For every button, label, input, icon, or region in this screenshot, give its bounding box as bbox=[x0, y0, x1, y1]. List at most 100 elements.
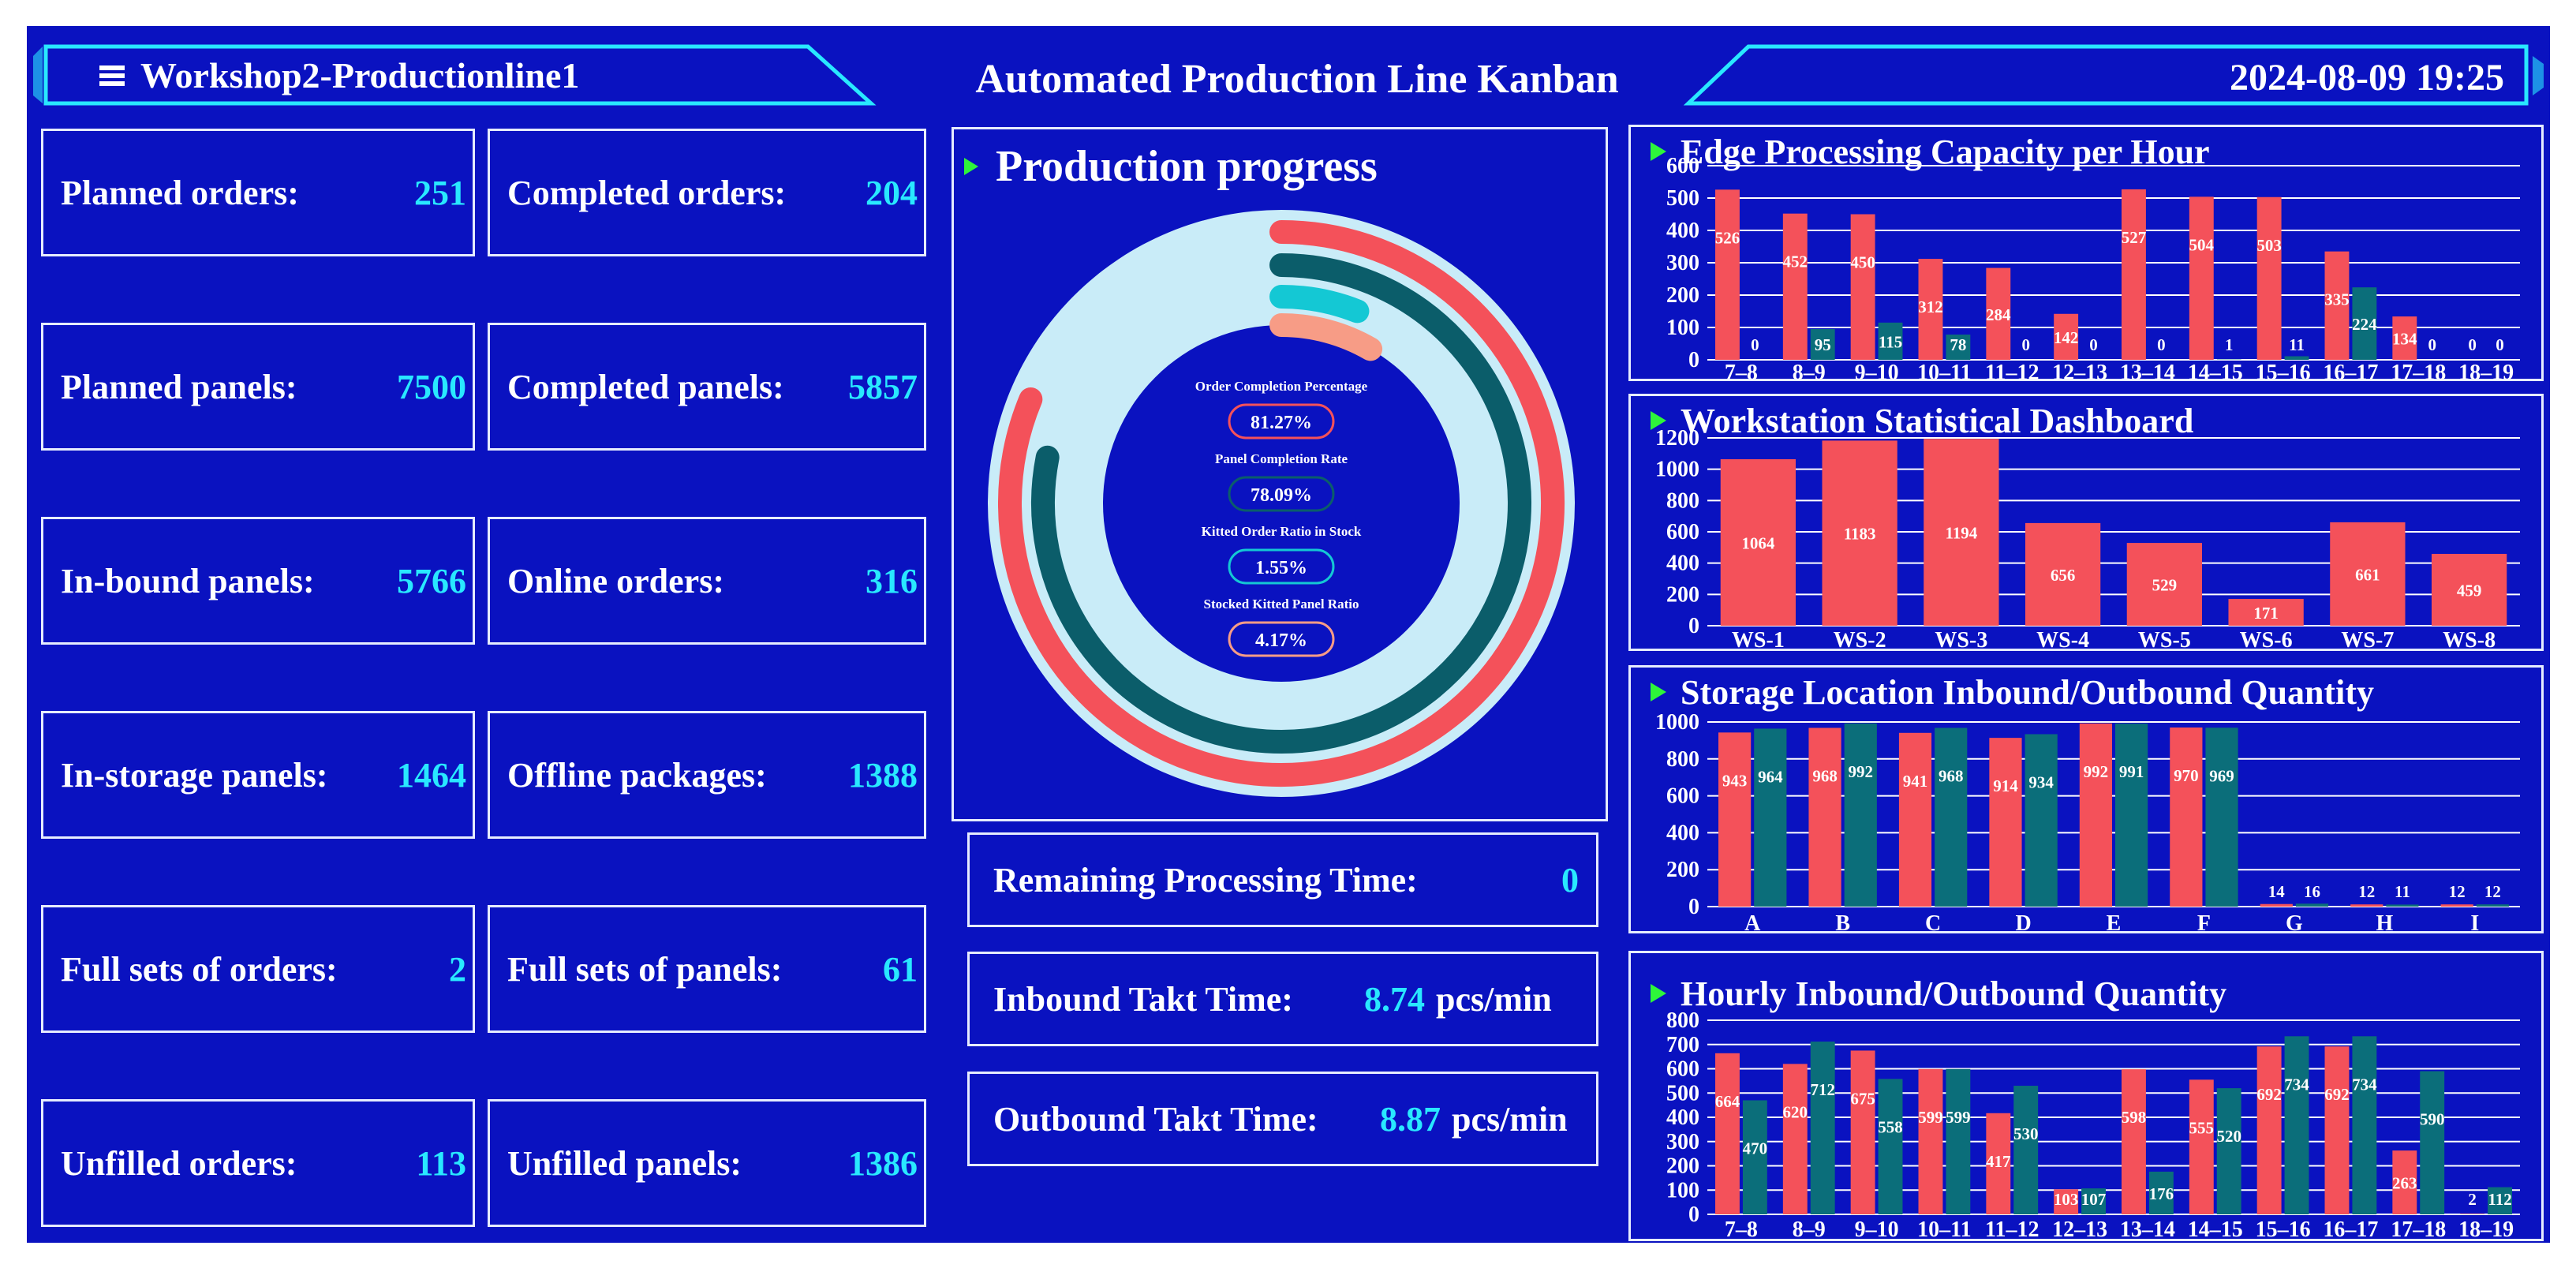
y-tick-label: 500 bbox=[1666, 186, 1699, 211]
inbound-takt-value: 8.74 bbox=[1364, 979, 1425, 1019]
stat-value: 251 bbox=[414, 173, 466, 212]
ring-label: Kitted Order Ratio in Stock bbox=[1202, 524, 1362, 539]
stat-label: Unfilled orders: bbox=[61, 1143, 297, 1183]
bar-value-label: 1183 bbox=[1844, 525, 1876, 544]
progress-donut: Order Completion Percentage 81.27% Panel C… bbox=[988, 210, 1575, 797]
bar-outbound-3 bbox=[1946, 1068, 1971, 1214]
bar-value-label: 470 bbox=[1743, 1139, 1768, 1158]
x-tick-label: 11–12 bbox=[1985, 1218, 2039, 1241]
bar-inbound-5 bbox=[2054, 1189, 2079, 1214]
bar-value-label: 112 bbox=[2488, 1190, 2511, 1209]
bar-value-label: 450 bbox=[1850, 253, 1875, 272]
kanban-board: Workshop2-Productionline1 Automated Prod… bbox=[27, 26, 2550, 1243]
hamburger-icon[interactable] bbox=[99, 62, 125, 89]
x-tick-label: WS-6 bbox=[2240, 628, 2293, 651]
bar-value-label: 12 bbox=[2358, 882, 2375, 901]
outbound-takt-box: Outbound Takt Time: 8.87 pcs/min bbox=[967, 1072, 1598, 1166]
ring-value: 1.55% bbox=[1255, 558, 1307, 578]
x-tick-label: E bbox=[2107, 911, 2122, 933]
y-tick-label: 0 bbox=[1688, 1203, 1699, 1227]
x-tick-label: WS-4 bbox=[2036, 628, 2089, 651]
ring-value: 4.17% bbox=[1255, 630, 1307, 651]
bar-value-label: 503 bbox=[2256, 236, 2282, 255]
stat-value: 1386 bbox=[848, 1143, 918, 1183]
y-tick-label: 800 bbox=[1666, 488, 1699, 513]
bar-inbound-7 bbox=[2189, 1079, 2214, 1214]
chart-panel-storage bbox=[1628, 665, 2544, 933]
stat-value: 5766 bbox=[397, 561, 466, 600]
bar-value-label: 1194 bbox=[1945, 524, 1977, 543]
bar-inbound-5 bbox=[2170, 728, 2203, 907]
y-tick-label: 100 bbox=[1666, 1178, 1699, 1203]
outbound-takt-value: 8.87 bbox=[1380, 1099, 1441, 1139]
bar-series-a-10 bbox=[2392, 316, 2417, 360]
stat-card-unfilled-orders: Unfilled orders: 113 bbox=[41, 1099, 475, 1227]
bar-value-label: 599 bbox=[1918, 1108, 1943, 1127]
bar-inbound-2 bbox=[1898, 732, 1932, 907]
bar-value-label: 11 bbox=[2395, 882, 2410, 901]
bar-inbound-0 bbox=[1715, 1053, 1740, 1214]
bar-value-label: 527 bbox=[2122, 228, 2147, 247]
x-tick-label: 14–15 bbox=[2188, 1218, 2243, 1241]
bar-value-label: 103 bbox=[2054, 1190, 2079, 1209]
bar-value-label: 11 bbox=[2289, 335, 2305, 354]
bar-workstation-0 bbox=[1720, 458, 1796, 626]
x-tick-label: WS-5 bbox=[2138, 628, 2191, 651]
x-tick-label: H bbox=[2376, 911, 2393, 933]
stat-card-planned-panels: Planned panels: 7500 bbox=[41, 323, 475, 451]
bar-outbound-5 bbox=[2205, 728, 2238, 907]
bar-value-label: 661 bbox=[2355, 565, 2380, 584]
x-tick-label: 14–15 bbox=[2188, 361, 2243, 381]
bar-series-a-6 bbox=[2122, 189, 2146, 360]
bar-series-b-8 bbox=[2284, 356, 2309, 360]
bar-value-label: 675 bbox=[1850, 1089, 1875, 1108]
y-tick-label: 100 bbox=[1666, 316, 1699, 340]
ring-value: 78.09% bbox=[1251, 485, 1312, 506]
bar-value-label: 558 bbox=[1878, 1117, 1903, 1136]
x-tick-label: B bbox=[1835, 911, 1850, 933]
page-title: Automated Production Line Kanban bbox=[975, 57, 1619, 102]
x-tick-label: I bbox=[2470, 911, 2479, 933]
stat-label: Planned orders: bbox=[61, 173, 299, 212]
bar-series-a-5 bbox=[2054, 313, 2079, 360]
bar-value-label: 991 bbox=[2119, 762, 2144, 781]
chart-hourly: Hourly Inbound/Outbound Quantity 01002003… bbox=[1651, 974, 2520, 1241]
bar-inbound-3 bbox=[1918, 1068, 1943, 1214]
bar-outbound-0 bbox=[1754, 728, 1787, 907]
bar-value-label: 284 bbox=[1986, 305, 2011, 324]
chart-title: Edge Processing Capacity per Hour bbox=[1681, 133, 2210, 171]
inbound-takt-label: Inbound Takt Time: bbox=[993, 979, 1293, 1019]
triangle-icon bbox=[1651, 411, 1666, 430]
progress-ring-stocked-kitted-panel-ratio bbox=[1269, 313, 1383, 361]
bar-outbound-4 bbox=[2013, 1086, 2039, 1214]
bar-inbound-6 bbox=[2122, 1069, 2146, 1214]
ring-value-pill bbox=[1228, 548, 1335, 585]
stat-label: Completed panels: bbox=[507, 367, 784, 406]
y-tick-label: 600 bbox=[1666, 784, 1699, 809]
stat-card-online-orders: Online orders: 316 bbox=[488, 517, 926, 645]
bar-inbound-8 bbox=[2256, 1046, 2282, 1214]
x-tick-label: 11–12 bbox=[1985, 361, 2039, 381]
stat-card-completed-panels: Completed panels: 5857 bbox=[488, 323, 926, 451]
bar-value-label: 526 bbox=[1715, 228, 1740, 247]
bar-outbound-9 bbox=[2352, 1036, 2377, 1214]
stat-card-in-bound-panels: In-bound panels: 5766 bbox=[41, 517, 475, 645]
stat-card-completed-orders: Completed orders: 204 bbox=[488, 129, 926, 256]
x-tick-label: 15–16 bbox=[2256, 361, 2311, 381]
bar-workstation-7 bbox=[2431, 553, 2507, 626]
line-name-header[interactable]: Workshop2-Productionline1 bbox=[99, 54, 579, 96]
bar-value-label: 969 bbox=[2209, 766, 2234, 785]
bar-inbound-10 bbox=[2392, 1150, 2417, 1214]
chart-panel-edge bbox=[1628, 125, 2544, 381]
progress-ring-order-completion-percentage bbox=[998, 220, 1565, 787]
bar-series-a-8 bbox=[2256, 196, 2282, 360]
x-tick-label: 10–11 bbox=[1917, 361, 1971, 381]
bar-value-label: 142 bbox=[2054, 328, 2079, 347]
bar-value-label: 2 bbox=[2468, 1190, 2477, 1209]
x-tick-label: WS-2 bbox=[1834, 628, 1886, 651]
y-tick-label: 1200 bbox=[1655, 426, 1699, 451]
stat-value: 1464 bbox=[397, 755, 466, 795]
bar-value-label: 734 bbox=[2352, 1075, 2377, 1094]
bar-value-label: 734 bbox=[2284, 1075, 2309, 1094]
ring-value: 81.27% bbox=[1251, 413, 1312, 433]
